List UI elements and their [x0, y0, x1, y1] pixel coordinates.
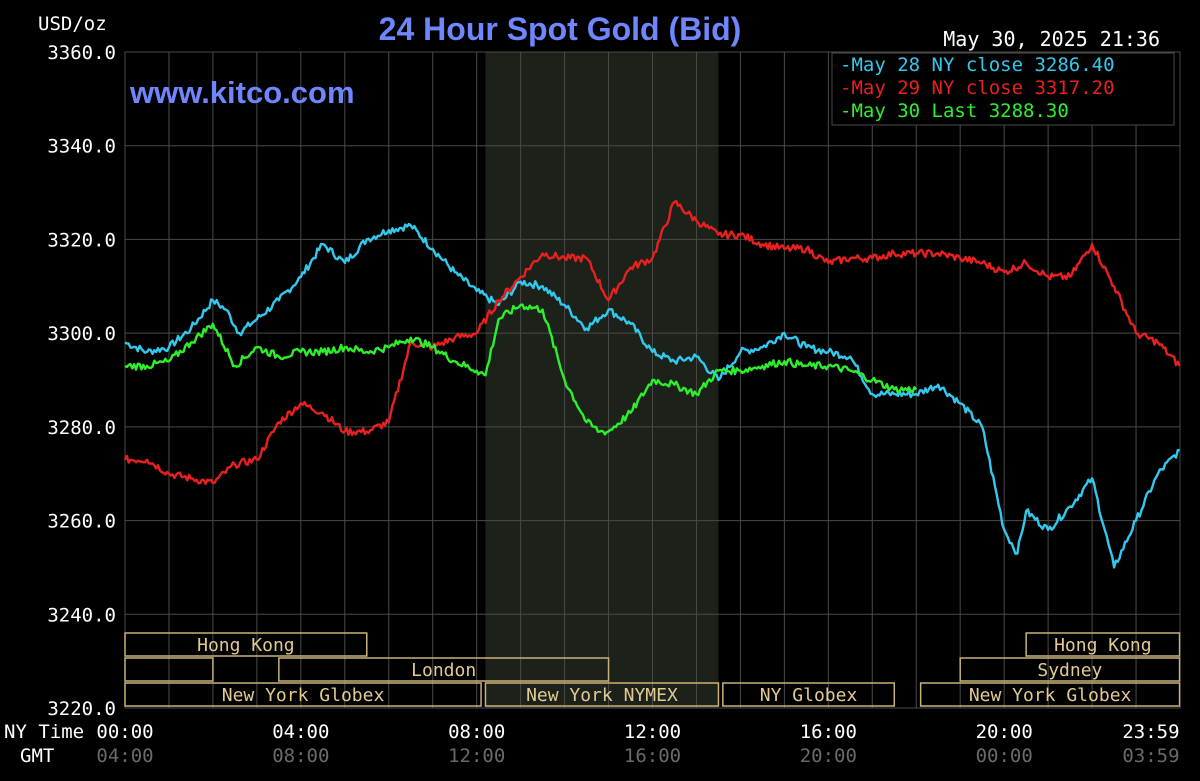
session-label: Sydney — [1037, 660, 1102, 681]
y-tick-label: 3360.0 — [47, 42, 116, 64]
timestamp: May 30, 2025 21:36 — [943, 27, 1160, 51]
legend-entry: -May 28 NY close 3286.40 — [840, 54, 1115, 76]
nymex-shade-layer — [485, 52, 719, 708]
x-tick-label-ny: 20:00 — [976, 721, 1033, 743]
session-bar — [484, 682, 720, 707]
y-tick-label: 3320.0 — [47, 229, 116, 251]
session-bar — [124, 632, 368, 657]
session-bar — [124, 682, 482, 707]
nymex-session-shade — [485, 52, 719, 708]
session-label: New York NYMEX — [526, 685, 678, 706]
legend-entry: -May 29 NY close 3317.20 — [840, 77, 1115, 99]
session-bar — [722, 682, 896, 707]
session-label: London — [411, 660, 476, 681]
x-tick-label-gmt: 08:00 — [272, 745, 329, 767]
session-bar — [124, 657, 214, 682]
series-line-1 — [124, 222, 1180, 569]
x-tick-label-gmt: 04:00 — [96, 745, 153, 767]
x-tick-label-ny: 12:00 — [624, 721, 681, 743]
legend-box — [831, 52, 1175, 126]
x-tick-label-ny: 23:59 — [1122, 721, 1179, 743]
session-label: Hong Kong — [197, 635, 295, 656]
session-bars: Hong Kong London New York Globex New York N… — [124, 632, 1181, 707]
x-tick-label-ny: 16:00 — [800, 721, 857, 743]
legend: -May 28 NY close 3286.40-May 29 NY close… — [831, 52, 1175, 126]
y-tick-label: 3280.0 — [47, 417, 116, 439]
session-label: New York Globex — [969, 685, 1132, 706]
series-line-2 — [123, 199, 1181, 485]
x-tick-label-gmt: 00:00 — [976, 745, 1033, 767]
session-bar — [919, 682, 1181, 707]
y-tick-label: 3260.0 — [47, 511, 116, 533]
x-tick-label-ny: 00:00 — [96, 721, 153, 743]
session-bar — [278, 657, 610, 682]
y-tick-label: 3340.0 — [47, 136, 116, 158]
x-tick-label-gmt: 12:00 — [448, 745, 505, 767]
grid-layer — [124, 51, 1181, 709]
y-tick-label: 3220.0 — [47, 698, 116, 720]
session-bar — [959, 657, 1181, 682]
watermark: www.kitco.com — [129, 75, 355, 110]
series-line-3 — [124, 303, 918, 436]
x-tick-label-gmt: 20:00 — [800, 745, 857, 767]
x-tick-label-ny: 04:00 — [272, 721, 329, 743]
x-axis-gmt-label: GMT — [20, 745, 54, 767]
y-axis-unit: USD/oz — [38, 13, 107, 35]
session-label: NY Globex — [760, 685, 858, 706]
session-label: Hong Kong — [1054, 635, 1152, 656]
x-tick-label-ny: 08:00 — [448, 721, 505, 743]
session-bar — [1025, 632, 1181, 657]
x-axis-ny-label: NY Time — [4, 721, 84, 743]
y-tick-label: 3300.0 — [47, 323, 116, 345]
y-tick-label: 3240.0 — [47, 604, 116, 626]
x-tick-label-gmt: 03:59 — [1122, 745, 1179, 767]
x-tick-label-gmt: 16:00 — [624, 745, 681, 767]
session-label: New York Globex — [222, 685, 385, 706]
chart-title: 24 Hour Spot Gold (Bid) — [379, 11, 742, 47]
x-tick-labels: 00:00 04:00 08:00 12:00 16:00 20:00 23:5904:00… — [96, 721, 1179, 767]
series-layer — [123, 199, 1181, 569]
legend-entry: -May 30 Last 3288.30 — [840, 100, 1069, 122]
y-tick-labels: 3360.0 3340.0 3320.0 3300.0 3280.0 3260.0 3240… — [47, 42, 116, 720]
